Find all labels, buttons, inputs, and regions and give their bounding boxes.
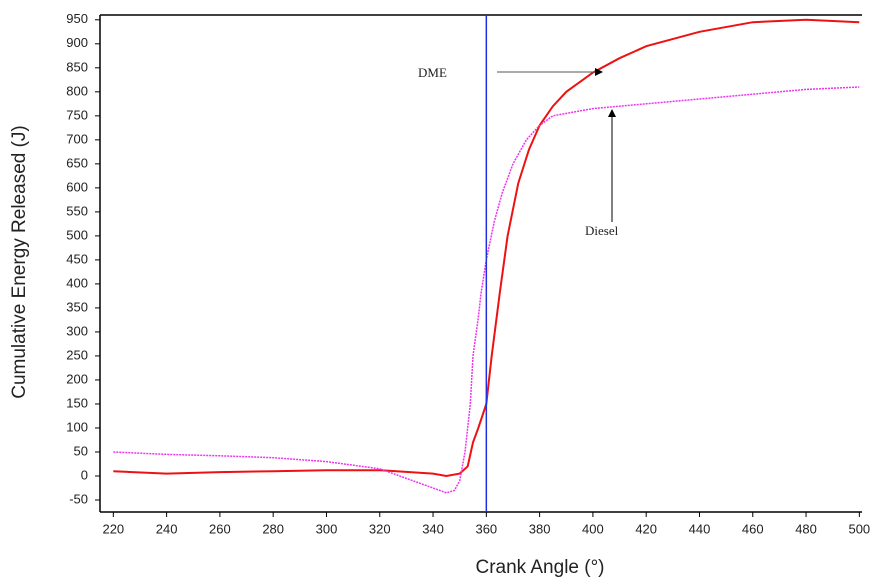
x-tick-label: 340 <box>422 521 444 536</box>
y-tick-label: 300 <box>66 323 88 338</box>
y-tick-label: -50 <box>69 491 88 506</box>
y-tick-label: 150 <box>66 395 88 410</box>
y-tick-label: 500 <box>66 227 88 242</box>
x-tick-label: 240 <box>156 521 178 536</box>
y-axis-title: Cumulative Energy Released (J) <box>9 125 30 399</box>
y-tick-label: 550 <box>66 203 88 218</box>
x-tick-label: 460 <box>742 521 764 536</box>
y-tick-label: 650 <box>66 155 88 170</box>
x-tick-label: 320 <box>369 521 391 536</box>
series-line <box>113 18 860 478</box>
x-tick-label: 440 <box>689 521 711 536</box>
y-tick-label: 900 <box>66 35 88 50</box>
x-tick-label: 360 <box>475 521 497 536</box>
y-tick-label: 750 <box>66 107 88 122</box>
x-tick-label: 480 <box>795 521 817 536</box>
x-tick-label: 220 <box>102 521 124 536</box>
y-tick-label: 50 <box>74 443 88 458</box>
y-tick-label: 800 <box>66 83 88 98</box>
y-tick-label: 200 <box>66 371 88 386</box>
x-tick-label: 300 <box>316 521 338 536</box>
y-tick-label: 100 <box>66 419 88 434</box>
y-tick-label: 250 <box>66 347 88 362</box>
x-axis-title: Crank Angle (°) <box>475 557 604 578</box>
y-tick-label: 450 <box>66 251 88 266</box>
y-tick-label: 600 <box>66 179 88 194</box>
x-tick-label: 400 <box>582 521 604 536</box>
x-tick-label: 500 <box>848 521 870 536</box>
x-tick-label: 280 <box>262 521 284 536</box>
annotation: Diesel <box>585 223 619 238</box>
y-tick-label: 700 <box>66 131 88 146</box>
annotation: DME <box>418 65 447 80</box>
series-line <box>113 86 860 494</box>
x-tick-label: 420 <box>635 521 657 536</box>
x-tick-label: 260 <box>209 521 231 536</box>
y-tick-label: 400 <box>66 275 88 290</box>
y-tick-label: 950 <box>66 11 88 26</box>
y-tick-label: 850 <box>66 59 88 74</box>
y-tick-label: 350 <box>66 299 88 314</box>
x-tick-label: 380 <box>529 521 551 536</box>
y-tick-label: 0 <box>81 467 88 482</box>
